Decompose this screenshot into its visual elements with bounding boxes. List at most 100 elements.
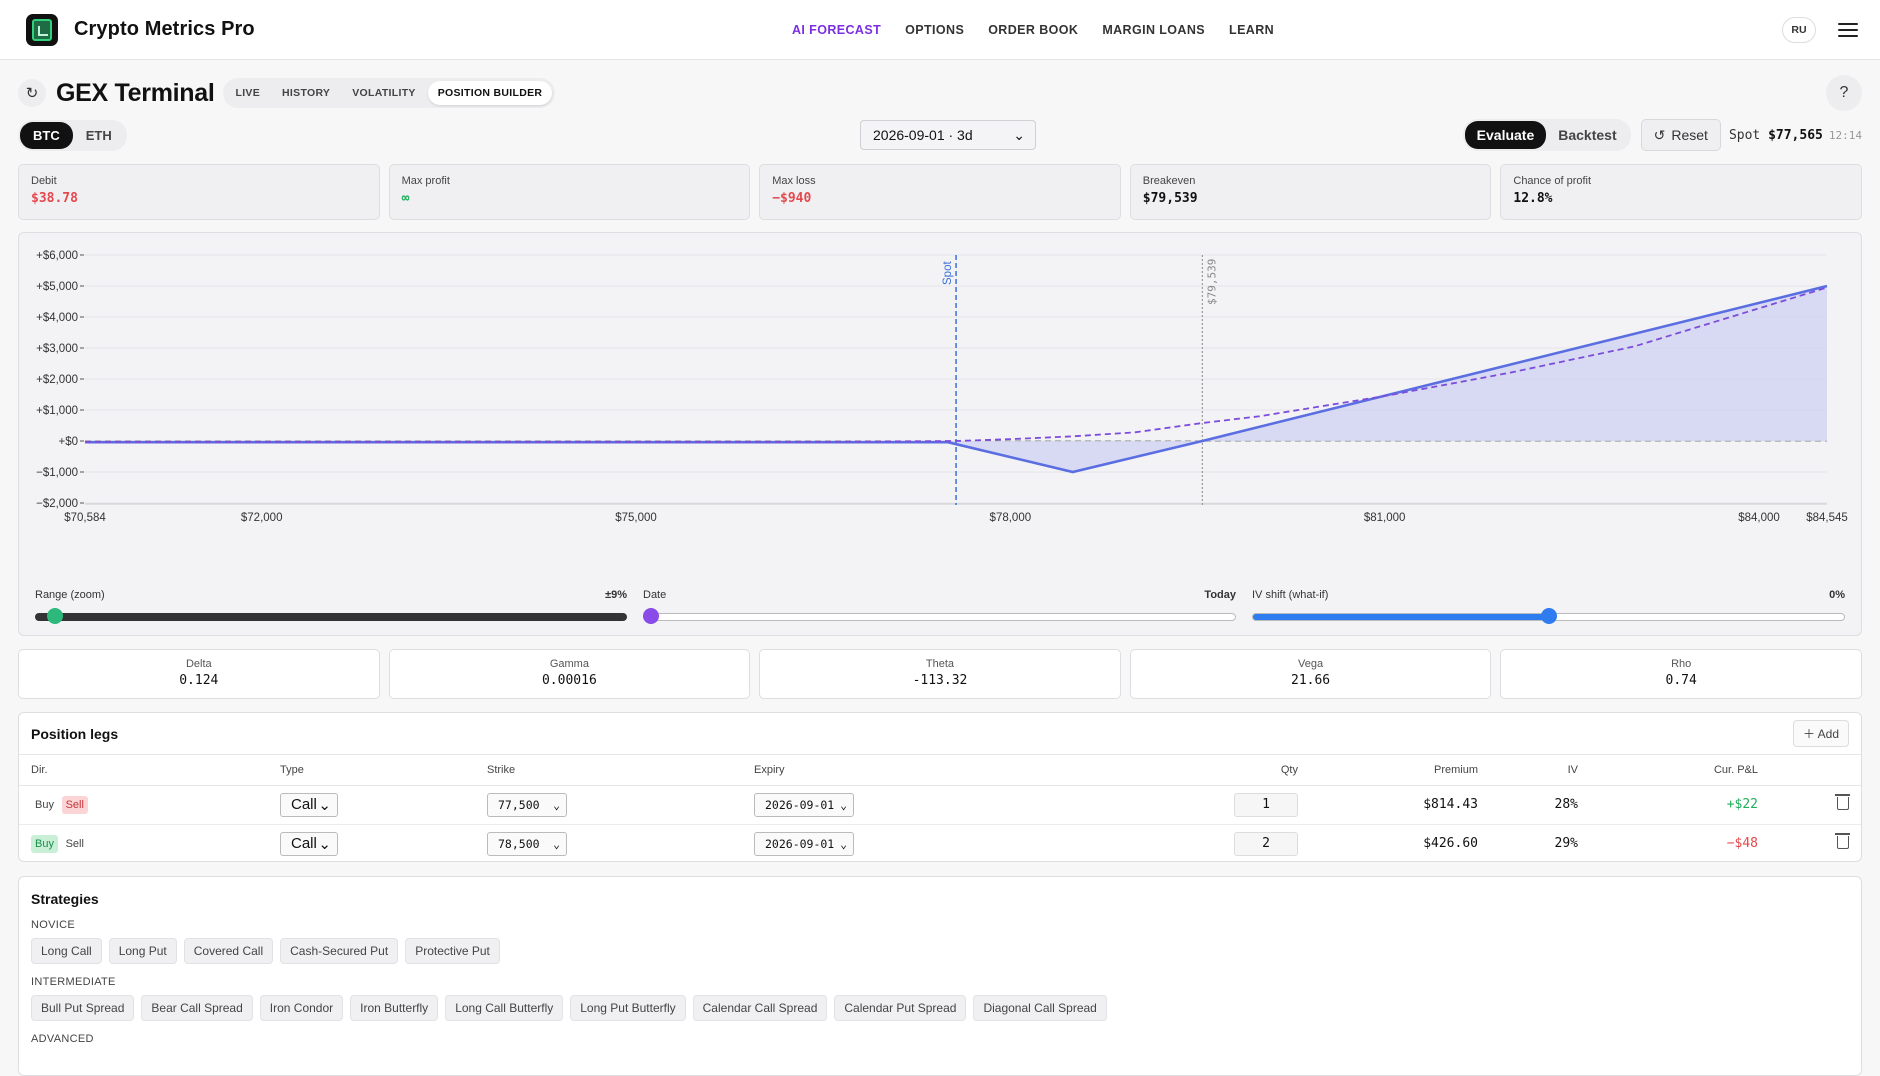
greek-delta: Delta 0.124 <box>18 649 380 699</box>
strategy-chip[interactable]: Cash-Secured Put <box>280 938 399 964</box>
iv-knob[interactable] <box>1540 608 1557 624</box>
payoff-chart[interactable]: +$6,000 +$5,000 +$4,000 +$3,000 +$2,000 +$1,0… <box>19 233 1861 583</box>
strategy-chip[interactable]: Long Call <box>31 938 102 964</box>
strategy-chip[interactable]: Protective Put <box>405 938 500 964</box>
strategy-chip[interactable]: Iron Butterfly <box>350 995 439 1021</box>
nav-ai-forecast[interactable]: AI FORECAST <box>792 23 882 37</box>
buy-toggle[interactable]: Buy <box>35 798 54 811</box>
type-select[interactable]: Call ⌄ <box>280 792 338 817</box>
strategy-chip[interactable]: Diagonal Call Spread <box>973 995 1107 1021</box>
table-row: Buy Sell Call ⌄ 78,500 ⌄ 2026-09-01 ⌄ 2 $42… <box>19 824 1861 863</box>
group-novice-label: NOVICE <box>31 919 75 931</box>
x-tick-label: $84,545 <box>1806 512 1848 524</box>
x-tick-label: $78,000 <box>990 512 1032 524</box>
expiry-leg-value: 2026-09-01 <box>765 836 835 851</box>
add-leg-button[interactable]: ＋ Add <box>1792 720 1849 747</box>
strategy-chip[interactable]: Long Put <box>108 938 177 964</box>
app-logo-icon[interactable] <box>26 13 58 46</box>
sell-toggle[interactable]: Sell <box>61 795 88 814</box>
expiry-leg-value: 2026-09-01 <box>765 797 835 812</box>
backtest-button[interactable]: Backtest <box>1558 127 1617 143</box>
chevron-down-icon: ⌄ <box>318 835 331 853</box>
nav-margin-loans[interactable]: MARGIN LOANS <box>1102 23 1206 37</box>
tab-volatility[interactable]: VOLATILITY <box>352 87 416 99</box>
strike-select[interactable]: 78,500 ⌄ <box>487 831 567 856</box>
type-value: Call <box>291 796 317 813</box>
payoff-area <box>85 286 1827 472</box>
strategy-chip[interactable]: Long Put Butterfly <box>570 995 686 1021</box>
strategy-chip[interactable]: Calendar Call Spread <box>692 995 828 1021</box>
reset-button[interactable]: ↺ Reset <box>1640 119 1721 151</box>
table-row: Buy Sell Call ⌄ 77,500 ⌄ 2026-09-01 ⌄ 1 $81… <box>19 785 1861 825</box>
strategy-chip[interactable]: Calendar Put Spread <box>834 995 967 1021</box>
stat-label: Max profit <box>401 175 450 187</box>
nav-order-book[interactable]: ORDER BOOK <box>988 23 1079 37</box>
date-knob[interactable] <box>643 608 659 624</box>
chevron-down-icon: ⌄ <box>840 797 847 812</box>
x-tick-label: $81,000 <box>1364 512 1406 524</box>
sell-toggle[interactable]: Sell <box>65 837 84 850</box>
help-icon[interactable]: ? <box>1826 75 1862 111</box>
range-slider[interactable]: Range (zoom) ±9% <box>35 589 627 624</box>
range-track[interactable] <box>35 613 627 621</box>
date-slider[interactable]: Date Today <box>643 589 1236 624</box>
page-header: ↻ GEX Terminal LIVE HISTORY VOLATILITY P… <box>18 75 1862 111</box>
add-label: Add <box>1817 727 1839 741</box>
qty-input[interactable]: 2 <box>1234 831 1298 856</box>
asset-btc[interactable]: BTC <box>20 122 73 149</box>
stat-label: Max loss <box>772 175 816 187</box>
iv-cell: 28% <box>1490 785 1590 825</box>
page-title: GEX Terminal <box>56 78 215 107</box>
novice-chips: Long Call Long Put Covered Call Cash-Sec… <box>31 938 1849 964</box>
greek-value: -113.32 <box>912 673 968 688</box>
trash-icon[interactable] <box>1835 793 1850 810</box>
range-value: ±9% <box>605 589 627 601</box>
stat-debit: Debit $38.78 <box>18 164 380 220</box>
strategy-chip[interactable]: Bull Put Spread <box>31 995 135 1021</box>
evaluate-button[interactable]: Evaluate <box>1464 121 1547 149</box>
spot-value: $77,565 <box>1768 127 1823 143</box>
col-dir: Dir. <box>19 755 268 786</box>
greek-label: Delta <box>185 658 212 670</box>
brand-name[interactable]: Crypto Metrics Pro <box>74 18 255 40</box>
strategy-chip[interactable]: Iron Condor <box>259 995 344 1021</box>
legs-table: Dir. Type Strike Expiry Qty Premium IV C… <box>19 755 1861 863</box>
range-knob[interactable] <box>46 608 63 624</box>
legs-title: Position legs <box>31 725 119 742</box>
col-pnl: Cur. P&L <box>1590 755 1770 786</box>
spot-line-label: Spot <box>942 261 954 285</box>
nav-learn[interactable]: LEARN <box>1229 23 1275 37</box>
greek-rho: Rho 0.74 <box>1500 649 1862 699</box>
range-label: Range (zoom) <box>35 589 105 601</box>
iv-shift-slider[interactable]: IV shift (what-if) 0% <box>1252 589 1845 624</box>
y-tick-label: +$5,000 <box>36 281 78 293</box>
nav-options[interactable]: OPTIONS <box>905 23 965 37</box>
tab-live[interactable]: LIVE <box>235 87 261 99</box>
stat-label: Breakeven <box>1142 175 1196 187</box>
strategy-chip[interactable]: Long Call Butterfly <box>445 995 564 1021</box>
view-tabs: LIVE HISTORY VOLATILITY POSITION BUILDER <box>222 78 556 108</box>
type-select[interactable]: Call ⌄ <box>280 831 338 856</box>
expiry-select[interactable]: 2026-09-01 · 3d ⌄ <box>860 120 1036 150</box>
strategy-chip[interactable]: Bear Call Spread <box>141 995 253 1021</box>
asset-eth[interactable]: ETH <box>85 128 112 143</box>
expiry-leg-select[interactable]: 2026-09-01 ⌄ <box>754 831 854 856</box>
refresh-icon[interactable]: ↻ <box>18 79 46 107</box>
y-tick-label: −$2,000 <box>36 498 78 510</box>
strategy-chip[interactable]: Covered Call <box>183 938 274 964</box>
menu-icon[interactable] <box>1838 23 1858 37</box>
date-track[interactable] <box>643 613 1236 621</box>
qty-input[interactable]: 1 <box>1234 792 1298 817</box>
language-toggle[interactable]: RU <box>1782 17 1816 43</box>
greek-value: 0.00016 <box>541 673 597 688</box>
reset-icon: ↺ <box>1653 126 1666 143</box>
expiry-leg-select[interactable]: 2026-09-01 ⌄ <box>754 792 854 817</box>
tab-history[interactable]: HISTORY <box>282 87 331 99</box>
buy-toggle[interactable]: Buy <box>31 834 58 853</box>
tab-position-builder[interactable]: POSITION BUILDER <box>427 81 553 105</box>
greek-value: 0.124 <box>179 673 219 688</box>
col-type: Type <box>268 755 475 786</box>
position-legs-panel: Position legs ＋ Add Dir. Type Strike Exp… <box>18 712 1862 862</box>
trash-icon[interactable] <box>1835 832 1850 849</box>
strike-select[interactable]: 77,500 ⌄ <box>487 792 567 817</box>
